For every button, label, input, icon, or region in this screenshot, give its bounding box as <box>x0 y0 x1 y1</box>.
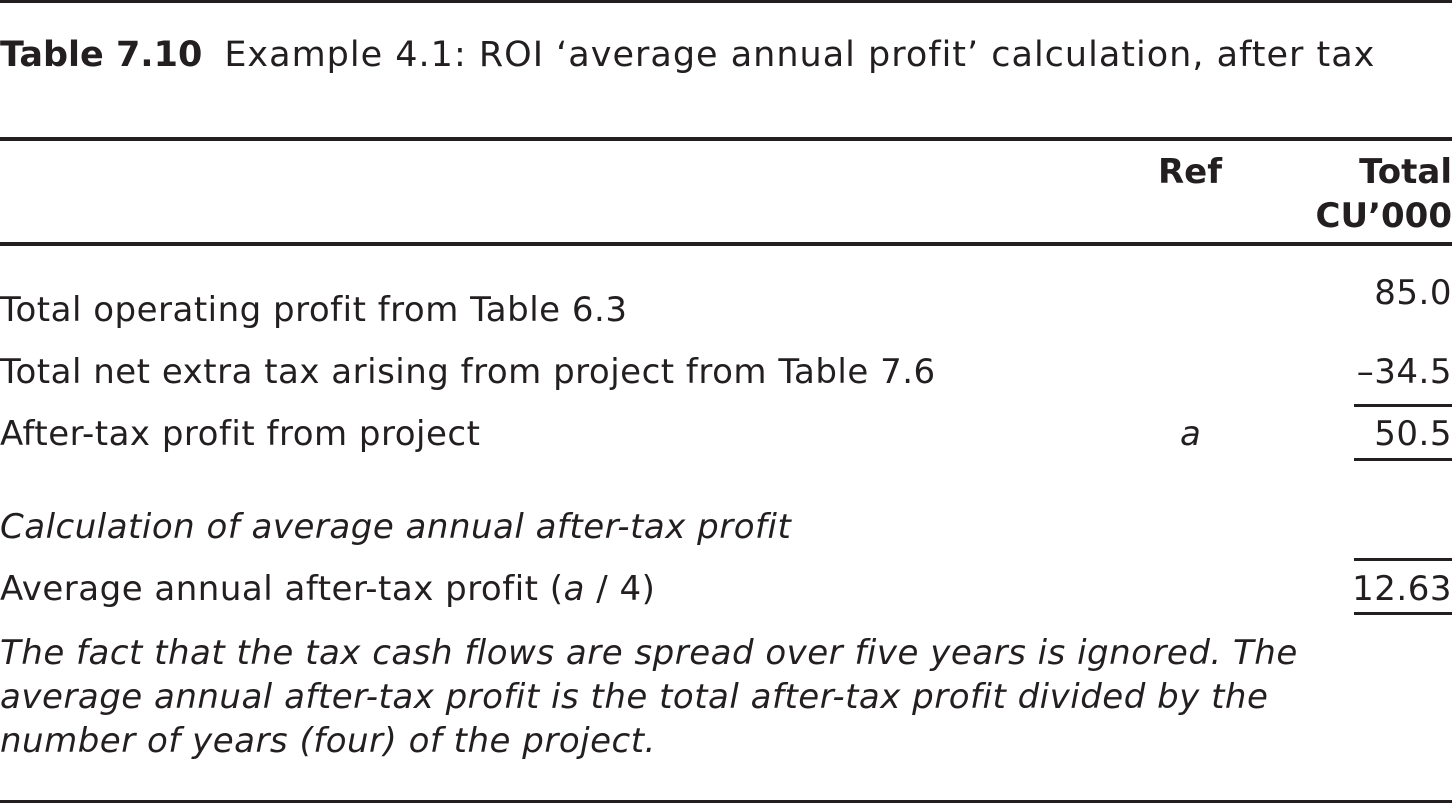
subtotal-rule <box>1354 404 1452 407</box>
table-note: The fact that the tax cash flows are spr… <box>0 633 1298 761</box>
table-number: Table 7.10 <box>0 35 203 75</box>
average-label-ref: a <box>563 569 585 609</box>
row-label-average-profit: Average annual after-tax profit (a / 4) <box>0 569 655 609</box>
table-caption: Table 7.10 Example 4.1: ROI ‘average annu… <box>0 34 1375 76</box>
row-label-extra-tax: Total net extra tax arising from project… <box>0 352 936 392</box>
row-value-operating-profit: 85.0 <box>1374 273 1452 313</box>
total-rule <box>1354 458 1452 461</box>
row-value-after-tax-profit: 50.5 <box>1374 414 1452 454</box>
column-header-total: Total CU’000 <box>1316 150 1452 238</box>
column-header-total-unit: CU’000 <box>1315 196 1452 236</box>
section-heading: Calculation of average annual after-tax … <box>0 507 792 547</box>
row-value-average-profit: 12.63 <box>1352 569 1452 609</box>
row-value-extra-tax: –34.5 <box>1356 352 1452 392</box>
header-bottom-rule <box>0 242 1452 246</box>
row-label-after-tax-profit: After-tax profit from project <box>0 414 481 454</box>
table-title: Example 4.1: ROI ‘average annual profit’… <box>224 35 1376 75</box>
column-header-ref: Ref <box>1157 152 1222 192</box>
bottom-rule <box>0 800 1452 803</box>
column-header-total-line1: Total <box>1359 152 1452 192</box>
row-label-operating-profit: Total operating profit from Table 6.3 <box>0 290 628 330</box>
top-rule <box>0 0 1452 3</box>
header-top-rule <box>0 137 1452 141</box>
average-label-start: Average annual after-tax profit ( <box>0 569 564 609</box>
average-bottom-rule <box>1354 612 1452 615</box>
row-ref-after-tax-profit: a <box>1180 414 1201 454</box>
average-top-rule <box>1354 558 1452 561</box>
average-label-end: / 4) <box>584 569 656 609</box>
